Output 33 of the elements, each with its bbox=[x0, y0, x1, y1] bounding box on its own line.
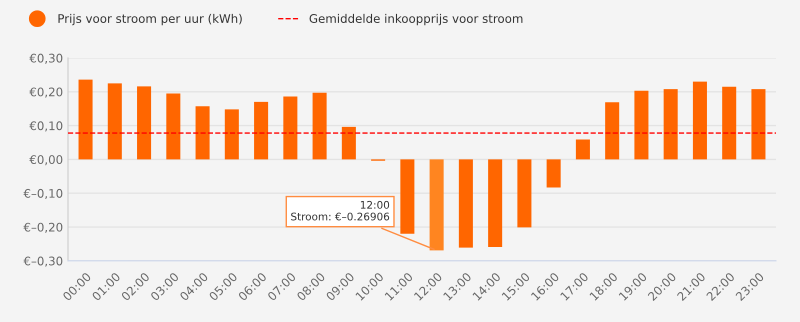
y-tick-label: €0,10 bbox=[29, 121, 62, 132]
bar bbox=[458, 159, 473, 248]
bar bbox=[254, 102, 268, 160]
bar bbox=[196, 106, 210, 160]
bar bbox=[605, 102, 620, 160]
bar bbox=[692, 82, 707, 160]
bar bbox=[722, 86, 736, 160]
bar bbox=[430, 159, 444, 250]
bar bbox=[224, 109, 239, 160]
bar bbox=[166, 93, 180, 160]
bar bbox=[664, 89, 678, 160]
bar bbox=[400, 159, 414, 234]
bar bbox=[78, 80, 93, 160]
y-tick-label: €–0,10 bbox=[23, 188, 62, 200]
bar bbox=[634, 90, 648, 160]
bar bbox=[108, 83, 122, 160]
legend-label: Prijs voor stroom per uur (kWh) bbox=[58, 14, 242, 26]
bar bbox=[342, 126, 356, 160]
bar bbox=[488, 159, 502, 247]
annotation: 12:00 Stroom: €–0.26906 bbox=[291, 200, 390, 220]
bar bbox=[137, 86, 152, 160]
y-tick-label: €0,30 bbox=[29, 54, 62, 64]
legend-label: Gemiddelde inkoopprijs voor stroom bbox=[310, 14, 522, 26]
y-tick-label: €–0,30 bbox=[23, 256, 62, 267]
bar bbox=[312, 92, 327, 160]
bar bbox=[283, 96, 298, 160]
y-tick-label: €0,20 bbox=[29, 87, 62, 98]
bar bbox=[751, 89, 766, 160]
y-tick-label: €–0,20 bbox=[23, 222, 62, 233]
bar bbox=[576, 139, 590, 160]
y-tick-label: €0,00 bbox=[29, 155, 62, 166]
bar bbox=[546, 159, 561, 188]
bar bbox=[517, 159, 532, 228]
